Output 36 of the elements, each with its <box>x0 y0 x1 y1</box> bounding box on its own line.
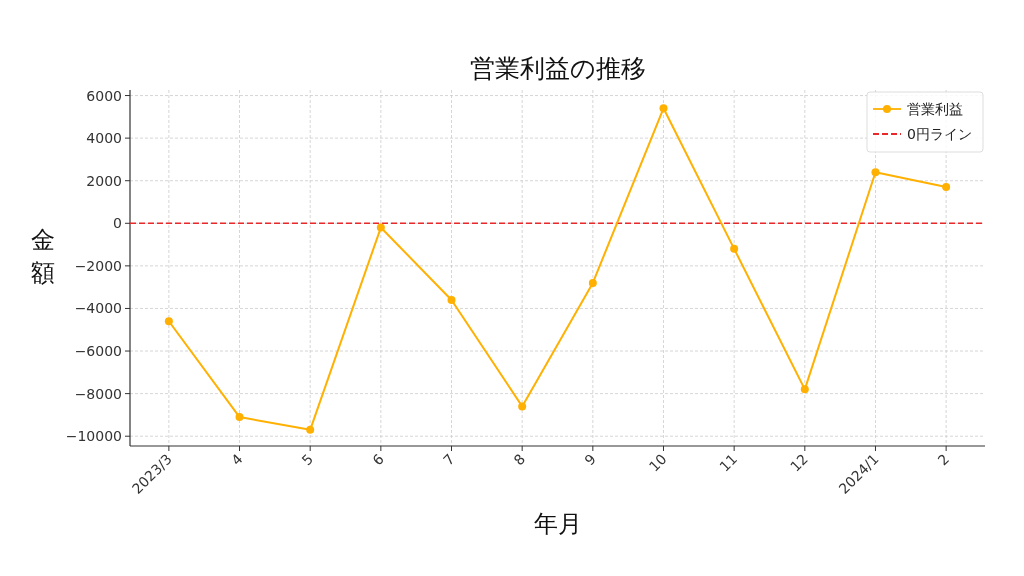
y-tick-label: 4000 <box>86 130 122 147</box>
y-axis-title: 金額 <box>31 226 55 287</box>
x-tick-label: 6 <box>369 450 388 469</box>
x-tick-label: 7 <box>440 450 458 469</box>
x-axis-title: 年月 <box>533 510 582 538</box>
point <box>447 295 456 304</box>
chart-title: 営業利益の推移 <box>469 54 646 83</box>
x-tick-label: 5 <box>298 450 317 469</box>
point <box>800 385 809 394</box>
point <box>164 317 173 326</box>
point <box>871 168 880 177</box>
y-tick-label: 6000 <box>86 87 122 104</box>
legend-label: 0円ライン <box>907 126 972 142</box>
y-tick-label: −8000 <box>74 385 122 402</box>
y-tick-label: 2000 <box>86 172 122 189</box>
legend-label: 営業利益 <box>907 101 963 117</box>
x-tick-label: 10 <box>645 450 670 475</box>
y-tick-label: −10000 <box>65 428 122 445</box>
y-tick-label: 0 <box>113 215 122 232</box>
y-tick-label: −6000 <box>74 343 122 360</box>
x-tick-label: 11 <box>716 450 741 475</box>
y-tick-label: −2000 <box>74 257 122 274</box>
x-tick-label: 12 <box>787 450 811 475</box>
x-tick-label: 4 <box>228 450 246 469</box>
point <box>306 425 315 434</box>
point <box>942 183 951 192</box>
point <box>235 413 244 422</box>
point <box>376 223 385 232</box>
y-tick-label: −4000 <box>74 300 122 317</box>
point <box>659 104 668 113</box>
x-tick-label: 9 <box>581 450 599 469</box>
point <box>730 244 739 253</box>
x-tick-label: 2 <box>934 450 953 469</box>
point <box>518 402 527 411</box>
point <box>588 278 597 287</box>
x-tick-label: 8 <box>510 450 529 469</box>
